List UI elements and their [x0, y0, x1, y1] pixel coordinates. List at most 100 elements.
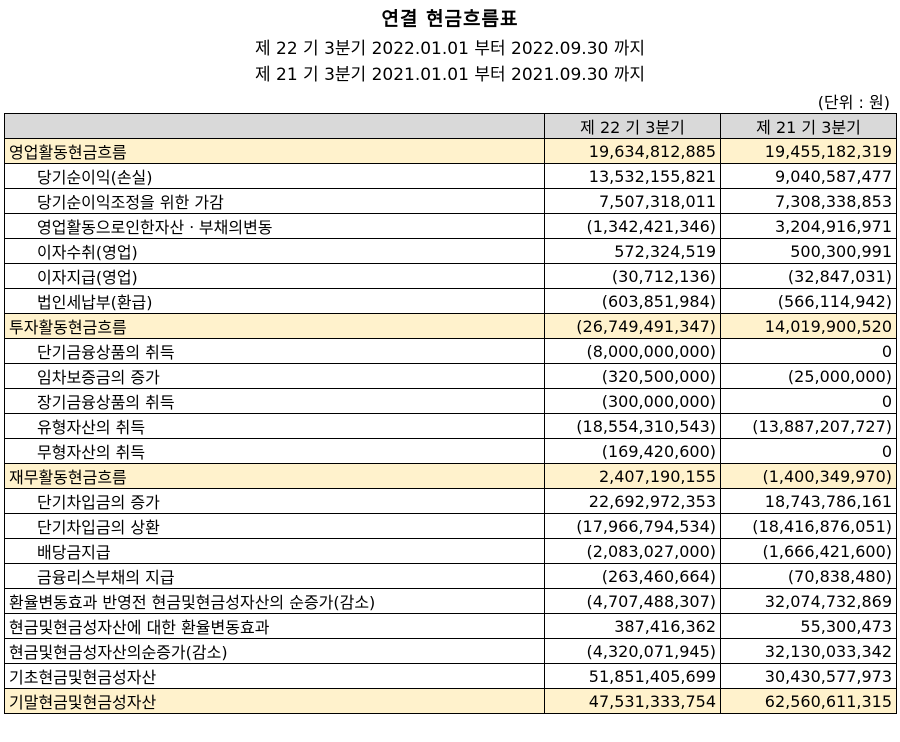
row-value-current: (300,000,000) [544, 388, 721, 414]
row-value-current: (30,712,136) [544, 263, 721, 289]
table-row: 장기금융상품의 취득 (300,000,000) 0 [4, 388, 897, 414]
header-blank [4, 113, 545, 139]
table-row: 단기차입금의 상환 (17,966,794,534) (18,416,876,051… [4, 513, 897, 539]
row-value-prior: (1,400,349,970) [720, 463, 897, 489]
row-label: 기초현금및현금성자산 [4, 663, 545, 689]
cash-flow-table: 제 22 기 3분기 제 21 기 3분기 영업활동현금흐름 19,634,812… [4, 113, 897, 714]
row-value-prior: 14,019,900,520 [720, 313, 897, 339]
statement-title: 연결 현금흐름표 [381, 8, 519, 30]
row-label: 단기차입금의 상환 [4, 513, 545, 539]
table-row: 영업활동으로인한자산ㆍ부채의변동 (1,342,421,346) 3,204,916… [4, 213, 897, 239]
section-row: 재무활동현금흐름 2,407,190,155 (1,400,349,970) [4, 463, 897, 489]
section-row: 영업활동현금흐름 19,634,812,885 19,455,182,319 [4, 138, 897, 164]
row-value-current: (2,083,027,000) [544, 538, 721, 564]
table-row: 이자수취(영업) 572,324,519 500,300,991 [4, 238, 897, 264]
row-label: 현금및현금성자산의순증가(감소) [4, 638, 545, 664]
row-value-prior: 3,204,916,971 [720, 213, 897, 239]
row-value-prior: 55,300,473 [720, 613, 897, 639]
row-value-current: (320,500,000) [544, 363, 721, 389]
table-row: 당기순이익조정을 위한 가감 7,507,318,011 7,308,338,853 [4, 188, 897, 214]
table-row: 단기금융상품의 취득 (8,000,000,000) 0 [4, 338, 897, 364]
row-label: 유형자산의 취득 [4, 413, 545, 439]
table-row: 유형자산의 취득 (18,554,310,543) (13,887,207,727) [4, 413, 897, 439]
table-row: 당기순이익(손실) 13,532,155,821 9,040,587,477 [4, 163, 897, 189]
table-row: 현금및현금성자산에 대한 환율변동효과 387,416,362 55,300,473 [4, 613, 897, 639]
table-row: 단기차입금의 증가 22,692,972,353 18,743,786,161 [4, 488, 897, 514]
row-value-current: 13,532,155,821 [544, 163, 721, 189]
table-row: 기초현금및현금성자산 51,851,405,699 30,430,577,973 [4, 663, 897, 689]
row-value-prior: 0 [720, 338, 897, 364]
table-row: 배당금지급 (2,083,027,000) (1,666,421,600) [4, 538, 897, 564]
row-value-prior: 19,455,182,319 [720, 138, 897, 164]
row-value-prior: 18,743,786,161 [720, 488, 897, 514]
row-value-current: (26,749,491,347) [544, 313, 721, 339]
row-label: 법인세납부(환급) [4, 288, 545, 314]
table-row: 임차보증금의 증가 (320,500,000) (25,000,000) [4, 363, 897, 389]
row-value-current: (603,851,984) [544, 288, 721, 314]
table-row: 현금및현금성자산의순증가(감소) (4,320,071,945) 32,130,03… [4, 638, 897, 664]
row-value-current: 7,507,318,011 [544, 188, 721, 214]
row-label: 단기차입금의 증가 [4, 488, 545, 514]
row-label: 당기순이익조정을 위한 가감 [4, 188, 545, 214]
table-header-row: 제 22 기 3분기 제 21 기 3분기 [4, 113, 897, 139]
row-value-current: (18,554,310,543) [544, 413, 721, 439]
unit-label: (단위 : 원) [817, 93, 890, 112]
row-value-prior: (70,838,480) [720, 563, 897, 589]
row-value-prior: 7,308,338,853 [720, 188, 897, 214]
row-label: 당기순이익(손실) [4, 163, 545, 189]
row-value-prior: (1,666,421,600) [720, 538, 897, 564]
row-label: 기말현금및현금성자산 [4, 688, 545, 714]
row-label: 영업활동으로인한자산ㆍ부채의변동 [4, 213, 545, 239]
row-label: 무형자산의 취득 [4, 438, 545, 464]
row-value-current: 47,531,333,754 [544, 688, 721, 714]
row-value-prior: 0 [720, 438, 897, 464]
row-value-prior: (18,416,876,051) [720, 513, 897, 539]
section-row: 투자활동현금흐름 (26,749,491,347) 14,019,900,520 [4, 313, 897, 339]
row-value-prior: 9,040,587,477 [720, 163, 897, 189]
row-label: 금융리스부채의 지급 [4, 563, 545, 589]
table-row: 법인세납부(환급) (603,851,984) (566,114,942) [4, 288, 897, 314]
row-value-prior: 32,074,732,869 [720, 588, 897, 614]
row-value-prior: 0 [720, 388, 897, 414]
row-value-current: (8,000,000,000) [544, 338, 721, 364]
row-label: 재무활동현금흐름 [4, 463, 545, 489]
row-value-prior: 500,300,991 [720, 238, 897, 264]
row-value-current: 572,324,519 [544, 238, 721, 264]
period-current: 제 22 기 3분기 2022.01.01 부터 2022.09.30 까지 [254, 39, 646, 59]
row-label: 배당금지급 [4, 538, 545, 564]
row-value-current: (4,707,488,307) [544, 588, 721, 614]
row-value-current: 2,407,190,155 [544, 463, 721, 489]
row-value-prior: (32,847,031) [720, 263, 897, 289]
row-label: 현금및현금성자산에 대한 환율변동효과 [4, 613, 545, 639]
row-label: 단기금융상품의 취득 [4, 338, 545, 364]
row-label: 이자지급(영업) [4, 263, 545, 289]
row-label: 장기금융상품의 취득 [4, 388, 545, 414]
row-value-prior: 30,430,577,973 [720, 663, 897, 689]
table-row: 무형자산의 취득 (169,420,600) 0 [4, 438, 897, 464]
period-prior: 제 21 기 3분기 2021.01.01 부터 2021.09.30 까지 [254, 65, 646, 85]
row-value-prior: 62,560,611,315 [720, 688, 897, 714]
row-value-prior: 32,130,033,342 [720, 638, 897, 664]
row-value-current: (17,966,794,534) [544, 513, 721, 539]
row-value-current: 387,416,362 [544, 613, 721, 639]
row-value-prior: (25,000,000) [720, 363, 897, 389]
row-value-prior: (13,887,207,727) [720, 413, 897, 439]
row-value-current: 19,634,812,885 [544, 138, 721, 164]
row-label: 투자활동현금흐름 [4, 313, 545, 339]
table-row: 이자지급(영업) (30,712,136) (32,847,031) [4, 263, 897, 289]
row-value-prior: (566,114,942) [720, 288, 897, 314]
header-prior-period: 제 21 기 3분기 [720, 113, 897, 139]
row-label: 영업활동현금흐름 [4, 138, 545, 164]
row-label: 환율변동효과 반영전 현금및현금성자산의 순증가(감소) [4, 588, 545, 614]
row-value-current: (169,420,600) [544, 438, 721, 464]
table-row: 환율변동효과 반영전 현금및현금성자산의 순증가(감소) (4,707,488,3… [4, 588, 897, 614]
row-value-current: (4,320,071,945) [544, 638, 721, 664]
row-value-current: (1,342,421,346) [544, 213, 721, 239]
row-value-current: (263,460,664) [544, 563, 721, 589]
row-label: 이자수취(영업) [4, 238, 545, 264]
table-row: 금융리스부채의 지급 (263,460,664) (70,838,480) [4, 563, 897, 589]
row-label: 임차보증금의 증가 [4, 363, 545, 389]
section-row: 기말현금및현금성자산 47,531,333,754 62,560,611,315 [4, 688, 897, 714]
header-current-period: 제 22 기 3분기 [544, 113, 721, 139]
row-value-current: 51,851,405,699 [544, 663, 721, 689]
